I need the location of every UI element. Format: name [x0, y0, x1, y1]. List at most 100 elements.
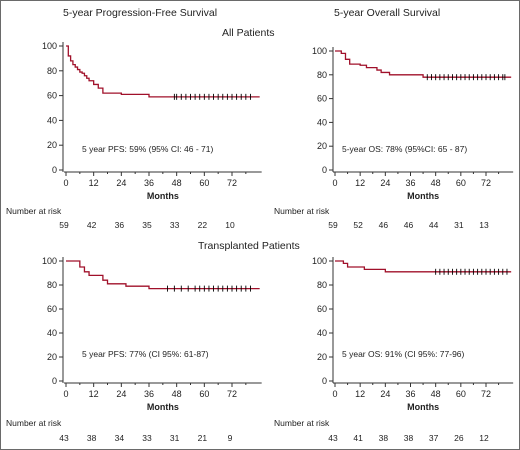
pfs-all-survival-curve	[66, 45, 260, 98]
os-all-x-tick-label: 72	[481, 178, 491, 188]
os-all-risk-value: 59	[328, 220, 338, 230]
pfs-all-annotation: 5 year PFS: 59% (95% CI: 46 - 71)	[82, 144, 214, 154]
pfs-all-risk-value: 59	[59, 220, 69, 230]
pfs-transplanted-survival-curve	[66, 260, 260, 290]
pfs-all-y-tick-label: 60	[47, 91, 57, 101]
pfs-transplanted-risk-value: 33	[142, 433, 152, 443]
os-transplanted-x-tick-label: 72	[481, 389, 491, 399]
pfs-transplanted-x-tick-label: 12	[89, 389, 99, 399]
pfs-all-risk-value: 10	[225, 220, 235, 230]
os-all-x-tick-label: 0	[332, 178, 337, 188]
pfs-transplanted-risk-value: 9	[228, 433, 233, 443]
os-all-y-tick-label: 60	[317, 94, 327, 104]
os-transplanted-annotation: 5 year OS: 91% (CI 95%: 77-96)	[342, 349, 465, 359]
os-all-x-axis-label: Months	[407, 191, 439, 201]
os-all-risk-value: 46	[404, 220, 414, 230]
pfs-all-x-tick-label: 36	[144, 178, 154, 188]
transplanted-patients-section-title: Transplanted Patients	[198, 240, 300, 252]
pfs-all-y-tick-label: 100	[42, 41, 57, 51]
pfs-transplanted-y-tick-label: 0	[52, 376, 57, 386]
os-transplanted-risk-value: 37	[429, 433, 439, 443]
pfs-transplanted-y-tick-label: 20	[47, 352, 57, 362]
os-transplanted-risk-value: 12	[479, 433, 489, 443]
os-all-y-tick-label: 20	[317, 141, 327, 151]
os-all-risk-value: 31	[454, 220, 464, 230]
os-transplanted-y-tick-label: 80	[317, 280, 327, 290]
pfs-transplanted-y-tick-label: 40	[47, 328, 57, 338]
os-all-survival-curve	[335, 50, 512, 78]
pfs-transplanted-risk-value: 21	[198, 433, 208, 443]
os-all-y-tick-label: 0	[322, 165, 327, 175]
os-transplanted-risk-value: 26	[454, 433, 464, 443]
pfs-all-x-tick-label: 48	[172, 178, 182, 188]
os-transplanted-x-tick-label: 0	[332, 389, 337, 399]
pfs-all-x-tick-label: 24	[116, 178, 126, 188]
os-all-risk-label: Number at risk	[274, 206, 330, 216]
os-column-title: 5-year Overall Survival	[334, 7, 441, 19]
pfs-transplanted-x-tick-label: 72	[227, 389, 237, 399]
os-all-x-tick-label: 24	[380, 178, 390, 188]
os-transplanted-y-tick-label: 20	[317, 352, 327, 362]
os-transplanted-x-axis-label: Months	[407, 402, 439, 412]
pfs-all-risk-label: Number at risk	[6, 206, 62, 216]
pfs-all-x-axis-label: Months	[147, 191, 179, 201]
os-transplanted-y-tick-label: 100	[312, 256, 327, 266]
pfs-transplanted-x-tick-label: 36	[144, 389, 154, 399]
pfs-all-y-tick-label: 20	[47, 140, 57, 150]
pfs-transplanted-risk-value: 31	[170, 433, 180, 443]
pfs-transplanted-annotation: 5 year PFS: 77% (CI 95%: 61-87)	[82, 349, 209, 359]
os-transplanted-x-tick-label: 24	[380, 389, 390, 399]
pfs-transplanted-x-tick-label: 24	[116, 389, 126, 399]
os-all-y-tick-label: 100	[312, 46, 327, 56]
os-transplanted-risk-value: 38	[404, 433, 414, 443]
os-transplanted-risk-value: 41	[353, 433, 363, 443]
pfs-transplanted-risk-label: Number at risk	[6, 418, 62, 428]
os-transplanted-x-tick-label: 60	[456, 389, 466, 399]
os-all-x-tick-label: 60	[456, 178, 466, 188]
os-all-risk-value: 46	[379, 220, 389, 230]
pfs-transplanted-risk-value: 43	[59, 433, 69, 443]
os-transplanted-survival-curve	[335, 260, 512, 273]
pfs-transplanted-risk-value: 38	[87, 433, 97, 443]
pfs-transplanted-x-tick-label: 60	[199, 389, 209, 399]
pfs-all-y-tick-label: 40	[47, 115, 57, 125]
pfs-transplanted-x-axis-label: Months	[147, 402, 179, 412]
pfs-all-x-tick-label: 60	[199, 178, 209, 188]
os-transplanted-x-tick-label: 36	[405, 389, 415, 399]
os-transplanted-y-tick-label: 40	[317, 328, 327, 338]
pfs-transplanted-risk-value: 34	[115, 433, 125, 443]
pfs-all-x-tick-label: 72	[227, 178, 237, 188]
os-transplanted-risk-value: 38	[379, 433, 389, 443]
pfs-all-y-tick-label: 0	[52, 165, 57, 175]
os-transplanted-y-tick-label: 60	[317, 304, 327, 314]
pfs-all-x-tick-label: 12	[89, 178, 99, 188]
os-transplanted-risk-value: 43	[328, 433, 338, 443]
os-all-risk-value: 52	[353, 220, 363, 230]
os-transplanted-risk-label: Number at risk	[274, 418, 330, 428]
os-transplanted-y-tick-label: 0	[322, 376, 327, 386]
pfs-all-risk-value: 35	[142, 220, 152, 230]
pfs-all-risk-value: 33	[170, 220, 180, 230]
os-all-x-tick-label: 36	[405, 178, 415, 188]
os-all-x-tick-label: 12	[355, 178, 365, 188]
pfs-all-risk-value: 42	[87, 220, 97, 230]
os-all-risk-value: 13	[479, 220, 489, 230]
pfs-all-x-tick-label: 0	[63, 178, 68, 188]
pfs-transplanted-y-tick-label: 100	[42, 256, 57, 266]
all-patients-section-title: All Patients	[222, 27, 275, 39]
pfs-column-title: 5-year Progression-Free Survival	[63, 7, 218, 19]
pfs-all-y-tick-label: 80	[47, 66, 57, 76]
pfs-transplanted-x-tick-label: 0	[63, 389, 68, 399]
pfs-all-risk-value: 36	[115, 220, 125, 230]
pfs-all-risk-value: 22	[198, 220, 208, 230]
pfs-transplanted-y-tick-label: 80	[47, 280, 57, 290]
os-transplanted-x-tick-label: 48	[431, 389, 441, 399]
os-all-annotation: 5-year OS: 78% (95%CI: 65 - 87)	[342, 144, 467, 154]
os-all-y-tick-label: 40	[317, 117, 327, 127]
os-all-y-tick-label: 80	[317, 70, 327, 80]
os-all-x-tick-label: 48	[431, 178, 441, 188]
os-transplanted-x-tick-label: 12	[355, 389, 365, 399]
os-all-risk-value: 44	[429, 220, 439, 230]
pfs-transplanted-x-tick-label: 48	[172, 389, 182, 399]
